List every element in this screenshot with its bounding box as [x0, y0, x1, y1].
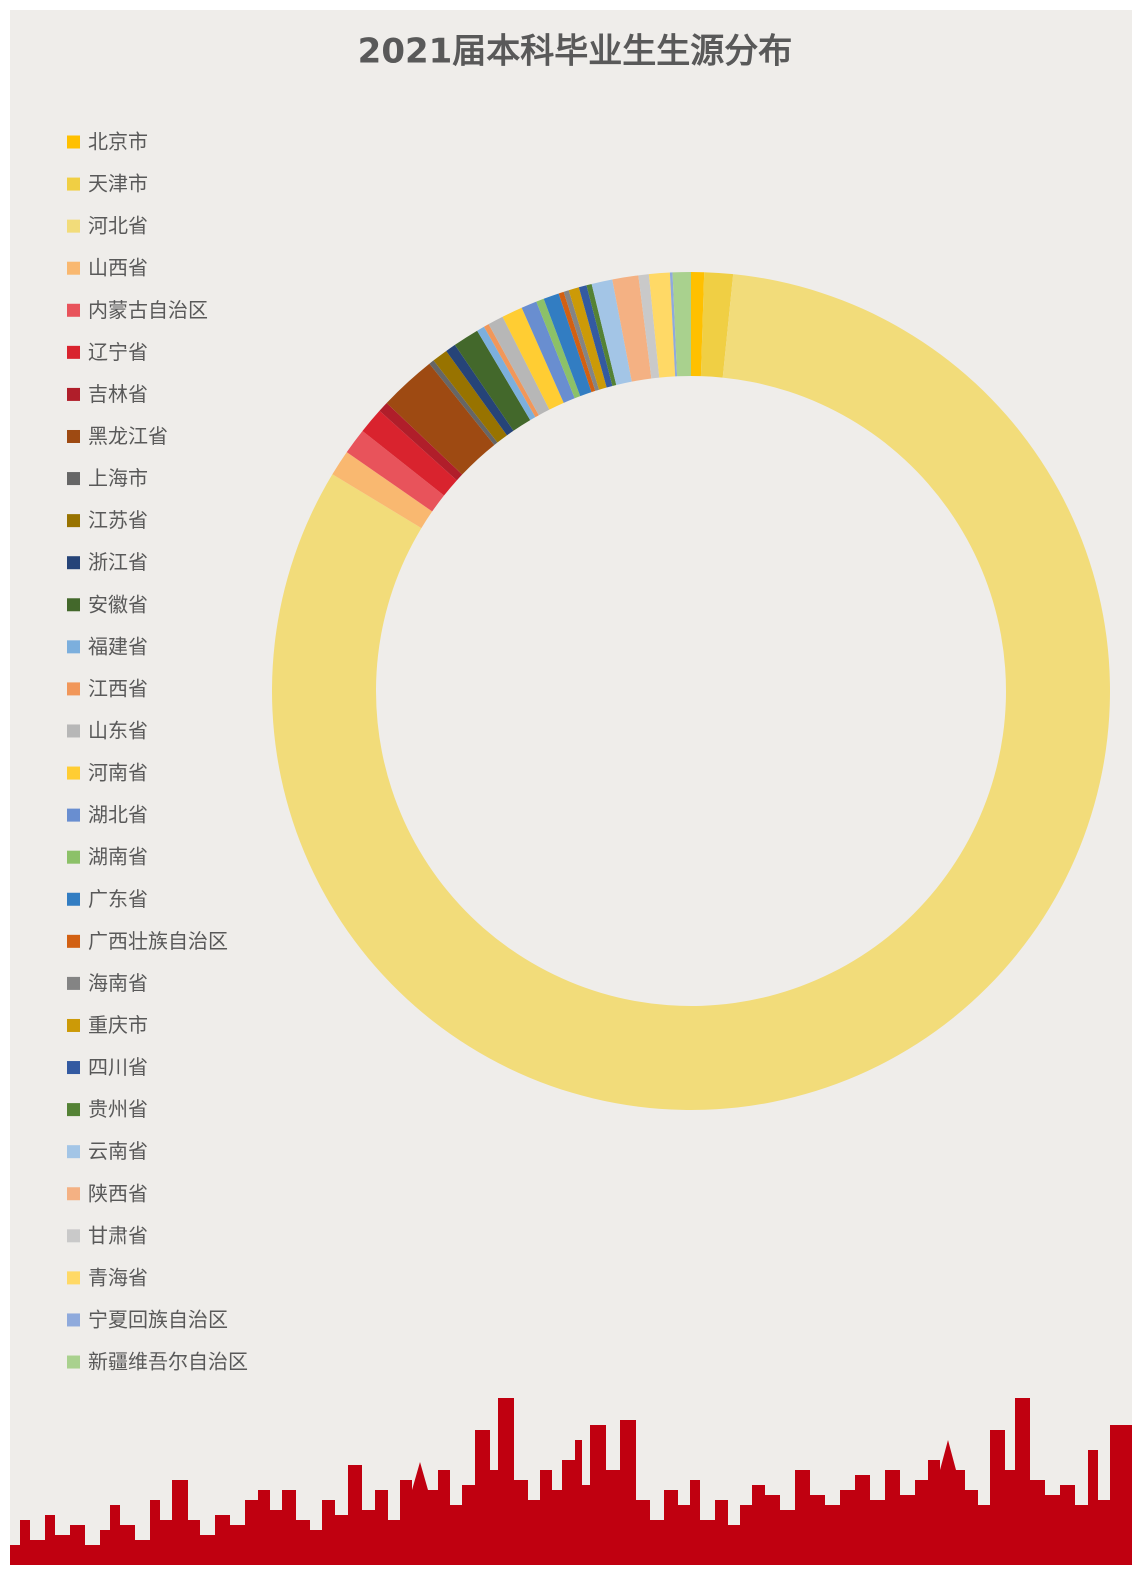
legend-label: 河北省: [88, 214, 148, 238]
legend-swatch: [67, 724, 80, 738]
legend-swatch: [67, 219, 80, 233]
slice: [502, 307, 564, 410]
legend-label: 新疆维吾尔自治区: [88, 1350, 248, 1374]
legend-swatch: [67, 976, 80, 990]
slice: [691, 272, 705, 377]
legend-swatch: [67, 682, 80, 696]
legend-label: 上海市: [88, 466, 148, 490]
slice: [386, 363, 495, 475]
legend-swatch: [67, 177, 80, 191]
legend-label: 吉林省: [88, 382, 148, 406]
slice: [578, 285, 613, 388]
legend-label: 黑龙江省: [88, 424, 168, 448]
slice: [429, 360, 498, 445]
legend-swatch: [67, 808, 80, 822]
legend-label: 江苏省: [88, 508, 148, 532]
skyline: [10, 1398, 1132, 1565]
slice: [648, 272, 676, 378]
legend-label: 山西省: [88, 256, 148, 280]
slice: [700, 272, 734, 378]
slice: [332, 452, 433, 529]
legend-swatch: [67, 387, 80, 401]
slice: [568, 287, 607, 390]
legend-label: 天津市: [88, 172, 148, 196]
legend-label: 重庆市: [88, 1013, 148, 1037]
legend-swatch: [67, 934, 80, 948]
legend-label: 山东省: [88, 718, 148, 742]
legend-swatch: [67, 472, 80, 486]
legend-label: 浙江省: [88, 550, 148, 574]
legend-swatch: [67, 1355, 80, 1369]
legend-swatch: [67, 1313, 80, 1327]
legend-label: 海南省: [88, 971, 148, 995]
slice: [477, 326, 536, 421]
slice: [536, 298, 581, 399]
legend-label: 北京市: [88, 130, 148, 154]
slice: [346, 430, 445, 512]
slice: [638, 274, 660, 379]
slice: [446, 344, 514, 436]
background: [10, 10, 1132, 1565]
slice: [521, 301, 575, 403]
slice: [563, 290, 600, 391]
legend-swatch: [67, 303, 80, 317]
legend-label: 安徽省: [88, 592, 148, 616]
legend-label: 湖北省: [88, 803, 148, 827]
legend-swatch: [67, 1018, 80, 1032]
legend-swatch: [67, 766, 80, 780]
legend-label: 广西壮族自治区: [88, 929, 228, 953]
legend-swatch: [67, 345, 80, 359]
legend-label: 辽宁省: [88, 340, 148, 364]
legend-swatch: [67, 640, 80, 654]
legend-label: 江西省: [88, 676, 148, 700]
slice: [379, 403, 463, 481]
legend-swatch: [67, 1061, 80, 1075]
legend-swatch: [67, 850, 80, 864]
legend-label: 云南省: [88, 1139, 148, 1163]
legend-swatch: [67, 556, 80, 570]
legend-swatch: [67, 598, 80, 612]
slice: [433, 350, 507, 443]
legend-label: 陕西省: [88, 1181, 148, 1205]
legend-label: 青海省: [88, 1265, 148, 1289]
slice: [586, 283, 617, 386]
slice: [543, 293, 592, 397]
slice: [362, 410, 457, 496]
slice: [483, 324, 539, 418]
legend-label: 宁夏回族自治区: [88, 1307, 228, 1331]
legend-swatch: [67, 429, 80, 443]
legend-swatch: [67, 514, 80, 528]
legend-swatch: [67, 1187, 80, 1201]
legend-swatch: [67, 1271, 80, 1285]
slice: [669, 272, 678, 377]
slice: [591, 279, 632, 385]
legend-label: 福建省: [88, 634, 148, 658]
legend-swatch: [67, 1103, 80, 1117]
legend-swatch: [67, 1145, 80, 1159]
legend-label: 湖南省: [88, 845, 148, 869]
chart-title: 2021届本科毕业生生源分布: [358, 32, 793, 72]
slice: [612, 275, 652, 382]
legend-label: 广东省: [88, 887, 148, 911]
slice: [672, 272, 691, 377]
legend-label: 河南省: [88, 761, 148, 785]
legend-label: 四川省: [88, 1055, 148, 1079]
legend-label: 贵州省: [88, 1097, 148, 1121]
legend-swatch: [67, 892, 80, 906]
legend-swatch: [67, 261, 80, 275]
legend-swatch: [67, 135, 80, 149]
legend-label: 内蒙古自治区: [88, 298, 208, 322]
legend-swatch: [67, 1229, 80, 1243]
slice: [454, 330, 531, 431]
slice: [488, 316, 550, 416]
legend-label: 甘肃省: [88, 1223, 148, 1247]
slice: [558, 291, 596, 393]
